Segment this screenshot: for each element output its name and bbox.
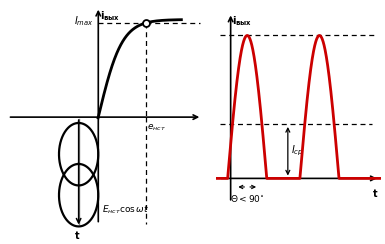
Text: $\Theta<90^{\circ}$: $\Theta<90^{\circ}$ xyxy=(230,193,264,204)
Text: $e_{нст}$: $e_{нст}$ xyxy=(147,123,166,133)
Text: $\mathbf{t}$: $\mathbf{t}$ xyxy=(372,187,378,199)
Text: $\mathbf{i_{вых}}$: $\mathbf{i_{вых}}$ xyxy=(100,9,121,23)
Text: $I_{ср}$: $I_{ср}$ xyxy=(291,144,304,158)
Text: $I_{max}$: $I_{max}$ xyxy=(74,14,94,28)
Text: $E_{нст}\cos\omega t$: $E_{нст}\cos\omega t$ xyxy=(102,203,149,215)
Text: $\mathbf{i_{вых}}$: $\mathbf{i_{вых}}$ xyxy=(232,14,252,28)
Text: $\mathbf{t}$: $\mathbf{t}$ xyxy=(74,229,80,241)
